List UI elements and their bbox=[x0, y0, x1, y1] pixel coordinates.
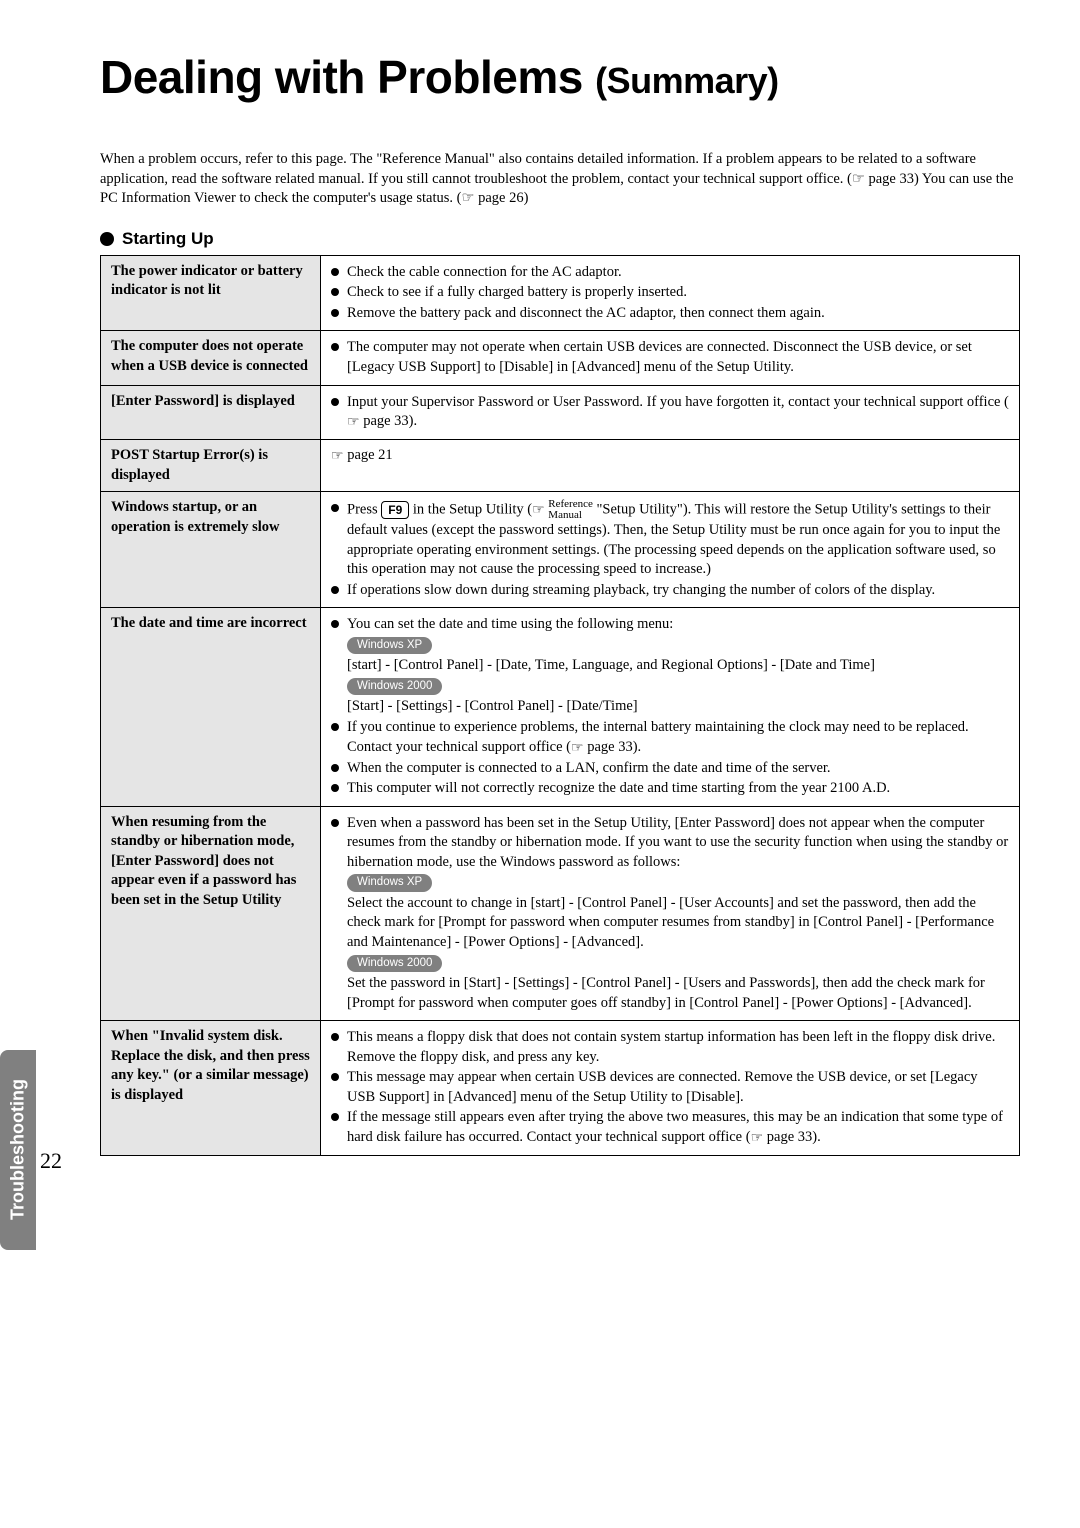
table-row: POST Startup Error(s) is displayed☞ page… bbox=[101, 439, 1020, 491]
problem-cell: POST Startup Error(s) is displayed bbox=[101, 439, 321, 491]
problem-cell: The date and time are incorrect bbox=[101, 608, 321, 806]
sidebar-tab: Troubleshooting bbox=[0, 1050, 36, 1250]
section-heading: Starting Up bbox=[100, 229, 1020, 249]
solution-cell: Input your Supervisor Password or User P… bbox=[321, 385, 1020, 439]
bullet-icon bbox=[100, 232, 114, 246]
solution-cell: Check the cable connection for the AC ad… bbox=[321, 255, 1020, 331]
solution-cell: Press F9 in the Setup Utility (☞ Referen… bbox=[321, 492, 1020, 608]
solution-cell: You can set the date and time using the … bbox=[321, 608, 1020, 806]
table-row: The computer does not operate when a USB… bbox=[101, 331, 1020, 385]
section-label: Starting Up bbox=[122, 229, 214, 249]
solution-cell: This means a floppy disk that does not c… bbox=[321, 1021, 1020, 1156]
problem-cell: Windows startup, or an operation is extr… bbox=[101, 492, 321, 608]
solution-cell: The computer may not operate when certai… bbox=[321, 331, 1020, 385]
table-row: When resuming from the standby or hibern… bbox=[101, 806, 1020, 1021]
problem-cell: When "Invalid system disk. Replace the d… bbox=[101, 1021, 321, 1156]
table-row: When "Invalid system disk. Replace the d… bbox=[101, 1021, 1020, 1156]
troubleshooting-table: The power indicator or battery indicator… bbox=[100, 255, 1020, 1156]
table-row: The power indicator or battery indicator… bbox=[101, 255, 1020, 331]
problem-cell: The computer does not operate when a USB… bbox=[101, 331, 321, 385]
problem-cell: When resuming from the standby or hibern… bbox=[101, 806, 321, 1021]
page-title: Dealing with Problems (Summary) bbox=[100, 50, 1020, 104]
problem-cell: The power indicator or battery indicator… bbox=[101, 255, 321, 331]
title-sub: (Summary) bbox=[595, 60, 779, 101]
table-row: Windows startup, or an operation is extr… bbox=[101, 492, 1020, 608]
solution-cell: Even when a password has been set in the… bbox=[321, 806, 1020, 1021]
problem-cell: [Enter Password] is displayed bbox=[101, 385, 321, 439]
solution-cell: ☞ page 21 bbox=[321, 439, 1020, 491]
table-row: The date and time are incorrectYou can s… bbox=[101, 608, 1020, 806]
table-row: [Enter Password] is displayedInput your … bbox=[101, 385, 1020, 439]
page-number: 22 bbox=[40, 1148, 62, 1174]
title-main: Dealing with Problems bbox=[100, 51, 595, 103]
intro-text: When a problem occurs, refer to this pag… bbox=[100, 150, 1020, 209]
